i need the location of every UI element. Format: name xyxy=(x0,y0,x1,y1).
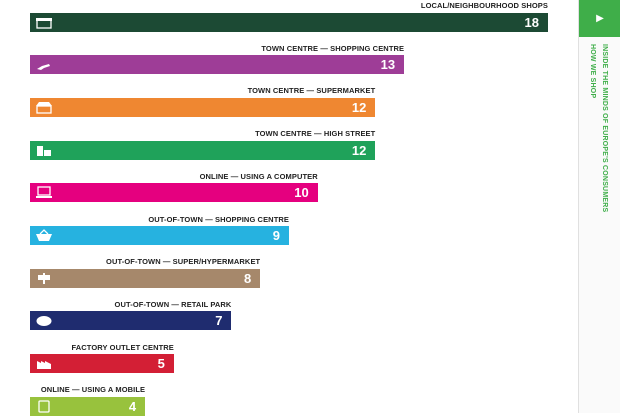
bar: 18 xyxy=(30,12,548,32)
side-tab: ▶ HOW WE SHOP INSIDE THE MINDS OF EUROPE… xyxy=(578,0,620,413)
category-label: ONLINE — USING A COMPUTER xyxy=(199,171,318,181)
data-label: 4 xyxy=(128,398,137,414)
data-label: 10 xyxy=(294,185,309,201)
bar-chart: LOCAL/NEIGHBOURHOOD SHOPS 18 TOWN CENTRE —… xyxy=(30,1,548,416)
category-label: OUT-OF-TOWN — SHOPPING CENTRE xyxy=(148,214,289,224)
bar: 4 xyxy=(30,396,146,416)
data-label: 8 xyxy=(243,270,252,286)
side-tab-section: HOW WE SHOP xyxy=(589,44,596,99)
bar: 7 xyxy=(30,311,232,331)
bar: 13 xyxy=(30,55,405,75)
data-label: 7 xyxy=(215,313,223,329)
basket-icon xyxy=(36,229,52,241)
factory-outlet-icon xyxy=(37,361,51,370)
category-label: OUT-OF-TOWN — RETAIL PARK xyxy=(114,299,232,309)
bar: 8 xyxy=(30,268,261,288)
category-label: TOWN CENTRE — SUPERMARKET xyxy=(247,86,376,96)
side-tab-title: INSIDE THE MINDS OF EUROPE'S CONSUMERS xyxy=(601,44,608,213)
shop-icon xyxy=(36,17,52,29)
bar: 12 xyxy=(30,97,376,117)
mobile-icon xyxy=(38,400,50,413)
signpost-icon xyxy=(38,272,50,284)
category-label: LOCAL/NEIGHBOURHOOD SHOPS xyxy=(420,1,548,10)
bar: 10 xyxy=(30,183,318,203)
data-label: 5 xyxy=(157,356,165,372)
data-label: 9 xyxy=(272,228,280,243)
data-label: 12 xyxy=(351,99,367,115)
bar: 5 xyxy=(30,354,174,374)
computer-icon xyxy=(36,186,52,199)
bar: 9 xyxy=(30,226,289,245)
category-label: OUT-OF-TOWN — SUPER/HYPERMARKET xyxy=(106,257,261,267)
data-label: 18 xyxy=(524,14,539,30)
data-label: 13 xyxy=(380,57,396,73)
high-street-icon xyxy=(37,145,51,156)
category-label: FACTORY OUTLET CENTRE xyxy=(71,342,174,352)
category-label: TOWN CENTRE — SHOPPING CENTRE xyxy=(261,43,405,53)
sale-tag-icon xyxy=(36,316,52,327)
supermarket-icon xyxy=(36,101,52,114)
hand-icon xyxy=(37,64,50,71)
data-label: 12 xyxy=(351,142,367,158)
next-page-arrow-icon[interactable]: ▶ xyxy=(579,0,620,37)
bar: 12 xyxy=(30,140,376,160)
category-label: TOWN CENTRE — HIGH STREET xyxy=(255,129,376,139)
category-label: ONLINE — USING A MOBILE xyxy=(40,385,146,395)
